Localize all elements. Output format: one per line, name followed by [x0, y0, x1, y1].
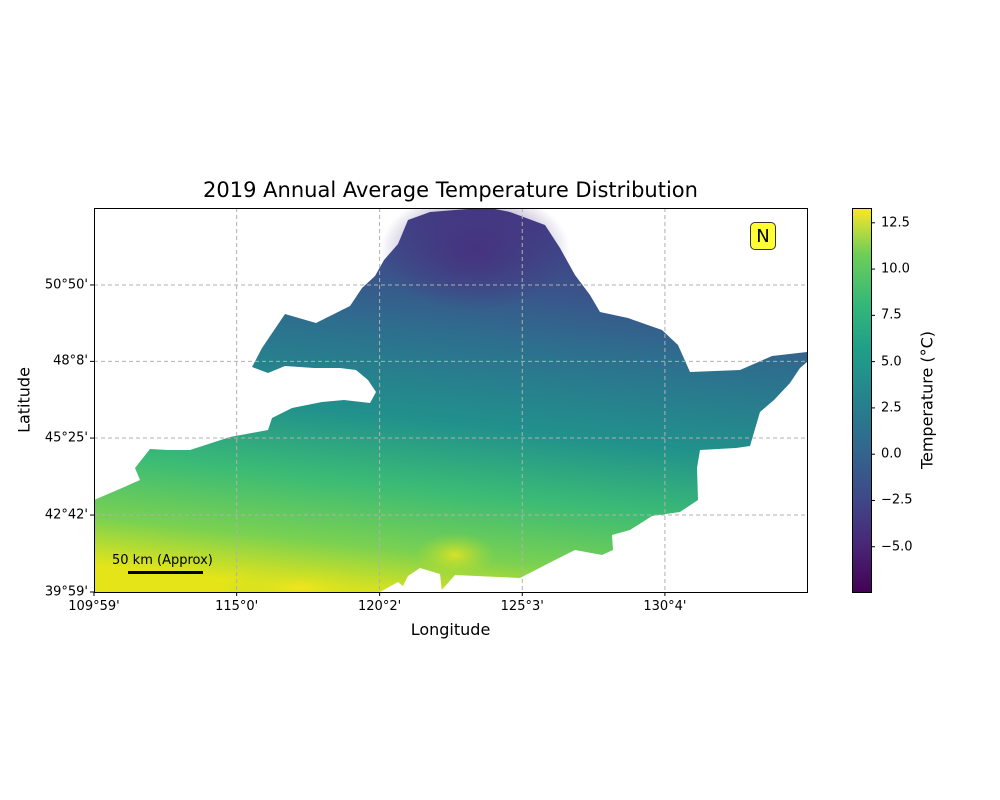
y-tick-label: 42°42'	[44, 507, 88, 523]
x-tick-label: 120°2'	[358, 599, 402, 614]
north-arrow-icon: N	[750, 222, 776, 250]
colorbar-tick-label: 7.5	[881, 307, 902, 323]
warm-zone	[220, 566, 380, 592]
y-tick-label: 39°59'	[44, 584, 88, 600]
bay-water	[400, 568, 442, 592]
colorbar	[852, 208, 871, 593]
colorbar-tick-label: 12.5	[881, 215, 910, 231]
colorbar-frame	[852, 208, 872, 593]
colorbar-tick-label: −5.0	[881, 539, 913, 555]
x-axis-label: Longitude	[410, 620, 491, 639]
y-axis-label: Latitude	[14, 367, 34, 433]
scale-bar	[128, 571, 203, 574]
grid-lines	[94, 208, 807, 592]
colorbar-label: Temperature (°C)	[917, 330, 937, 470]
x-tick-label: 125°3'	[500, 599, 544, 614]
colorbar-ticks	[871, 222, 875, 548]
region-land-area	[94, 208, 807, 592]
colorbar-tick-label: 5.0	[881, 354, 902, 370]
plot-frame	[94, 208, 808, 593]
map-title: 2019 Annual Average Temperature Distribu…	[203, 178, 698, 202]
y-tick-label: 45°25'	[44, 430, 88, 446]
colorbar-tick-label: 10.0	[881, 261, 910, 277]
x-tick-label: 109°59'	[68, 599, 120, 614]
x-tick-label: 115°0'	[215, 599, 259, 614]
axis-ticks	[90, 284, 666, 596]
colorbar-tick-label: 2.5	[881, 400, 902, 416]
colorbar-tick-label: 0.0	[881, 446, 902, 462]
warm-zone-east	[415, 533, 495, 577]
y-tick-label: 48°8'	[53, 353, 88, 369]
y-tick-label: 50°50'	[44, 277, 88, 293]
colorbar-tick-label: −2.5	[881, 492, 913, 508]
scale-bar-label: 50 km (Approx)	[112, 553, 213, 568]
x-tick-label: 130°4'	[643, 599, 687, 614]
